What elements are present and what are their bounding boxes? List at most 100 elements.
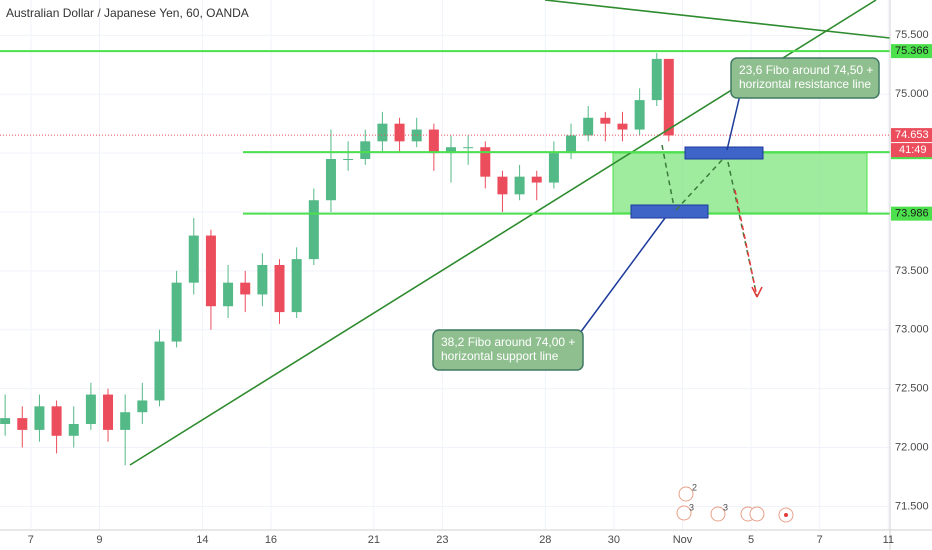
- down-arrow: [734, 189, 758, 298]
- candle-body: [463, 147, 474, 149]
- x-tick-label: 7: [28, 534, 34, 546]
- candle-body: [308, 200, 319, 260]
- candle-body: [51, 406, 62, 436]
- candle-body: [257, 265, 268, 295]
- x-tick-label: 14: [196, 534, 208, 546]
- price-label: 74.653: [895, 129, 929, 141]
- y-tick-label: 71.500: [895, 500, 929, 512]
- candle-body: [531, 176, 542, 183]
- annotation: 38,2 Fibo around 74,00 + horizontal supp…: [432, 329, 584, 371]
- support-box: [630, 204, 709, 219]
- path-arrow: [661, 144, 758, 298]
- candle-body: [480, 147, 491, 177]
- x-tick-label: 28: [539, 534, 551, 546]
- candle-body: [663, 58, 674, 136]
- candle-body: [68, 424, 79, 436]
- resistance-box: [684, 146, 764, 160]
- trend-line: [544, 0, 891, 39]
- candle-body: [360, 141, 371, 159]
- annotation-text: horizontal support line: [441, 349, 559, 363]
- candle-body: [497, 176, 508, 195]
- candle-body: [240, 282, 251, 295]
- y-tick-label: 75.500: [895, 29, 929, 41]
- price-tag: [891, 128, 932, 143]
- candle-body: [34, 406, 45, 430]
- candle-body: [394, 123, 405, 142]
- annotation: 23,6 Fibo around 74,50 + horizontal resi…: [730, 57, 880, 99]
- candle-body: [634, 100, 645, 130]
- arrow-head: [751, 286, 763, 298]
- candle-body: [566, 135, 577, 154]
- level-label: 75.366: [895, 45, 929, 57]
- event-count: 3: [689, 502, 694, 512]
- candle-body: [120, 412, 131, 430]
- annotation-text: horizontal resistance line: [739, 77, 871, 91]
- event-count: 2: [692, 482, 697, 492]
- price-axis: [890, 0, 932, 550]
- event-dot: [784, 513, 788, 517]
- x-tick-label: 7: [817, 534, 823, 546]
- countdown-tag: [891, 143, 932, 158]
- candles: [0, 53, 674, 466]
- candle-body: [0, 418, 11, 424]
- annotation-text: 23,6 Fibo around 74,50 +: [739, 63, 873, 77]
- event-icon[interactable]: [749, 506, 765, 522]
- event-icon[interactable]: [710, 506, 726, 522]
- candle-body: [17, 418, 28, 430]
- candle-body: [137, 400, 148, 413]
- candle-body: [446, 147, 457, 154]
- grid: [0, 0, 890, 530]
- levels: [0, 50, 890, 215]
- candle-body: [651, 58, 662, 101]
- x-tick-label: 11: [883, 534, 894, 546]
- candle-body: [85, 394, 96, 424]
- target-zone: [612, 152, 868, 214]
- chart-title: Australian Dollar / Japanese Yen, 60, OA…: [6, 6, 249, 20]
- candle-body: [103, 394, 114, 430]
- candle-body: [583, 117, 594, 136]
- level-tag: [891, 44, 932, 59]
- candle-body: [223, 282, 234, 307]
- candle-body: [154, 341, 165, 401]
- y-tick-label: 72.500: [895, 383, 929, 395]
- annotation-box: [432, 329, 584, 371]
- events: 2 3 3: [676, 482, 794, 523]
- event-count: 3: [723, 502, 728, 512]
- countdown-label: 41:49: [899, 144, 927, 156]
- annotation-text: 38,2 Fibo around 74,00 +: [441, 335, 575, 349]
- candle-body: [188, 235, 199, 283]
- candle-body: [274, 265, 285, 313]
- x-tick-label: 21: [368, 534, 380, 546]
- callout-line: [579, 217, 666, 334]
- candle-body: [171, 282, 182, 342]
- y-tick-label: 73.000: [895, 324, 929, 336]
- candle-body: [325, 159, 336, 201]
- callout-line: [726, 94, 741, 151]
- candle-body: [291, 259, 302, 313]
- x-tick-label: 30: [608, 534, 620, 546]
- y-tick-label: 72.000: [895, 441, 929, 453]
- annotation-box: [730, 57, 880, 99]
- time-axis: [0, 530, 932, 550]
- x-tick-label: Nov: [673, 534, 693, 546]
- candle-body: [600, 117, 611, 124]
- candle-body: [428, 129, 439, 154]
- candle-body: [343, 159, 354, 160]
- candle-body: [205, 235, 216, 307]
- event-icon[interactable]: [676, 505, 692, 521]
- x-tick-label: 23: [436, 534, 448, 546]
- candle-body: [411, 129, 422, 142]
- x-tick-label: 9: [96, 534, 102, 546]
- x-tick-label: 5: [748, 534, 754, 546]
- y-tick-label: 75.000: [895, 88, 929, 100]
- candle-body: [377, 123, 388, 142]
- candle-body: [514, 176, 525, 195]
- x-tick-label: 16: [265, 534, 277, 546]
- candle-body: [617, 123, 628, 130]
- candle-body: [548, 153, 559, 183]
- level-label: 73.986: [895, 208, 929, 220]
- event-icon[interactable]: [678, 486, 694, 502]
- y-tick-label: 73.500: [895, 265, 929, 277]
- level-tag: [891, 206, 932, 221]
